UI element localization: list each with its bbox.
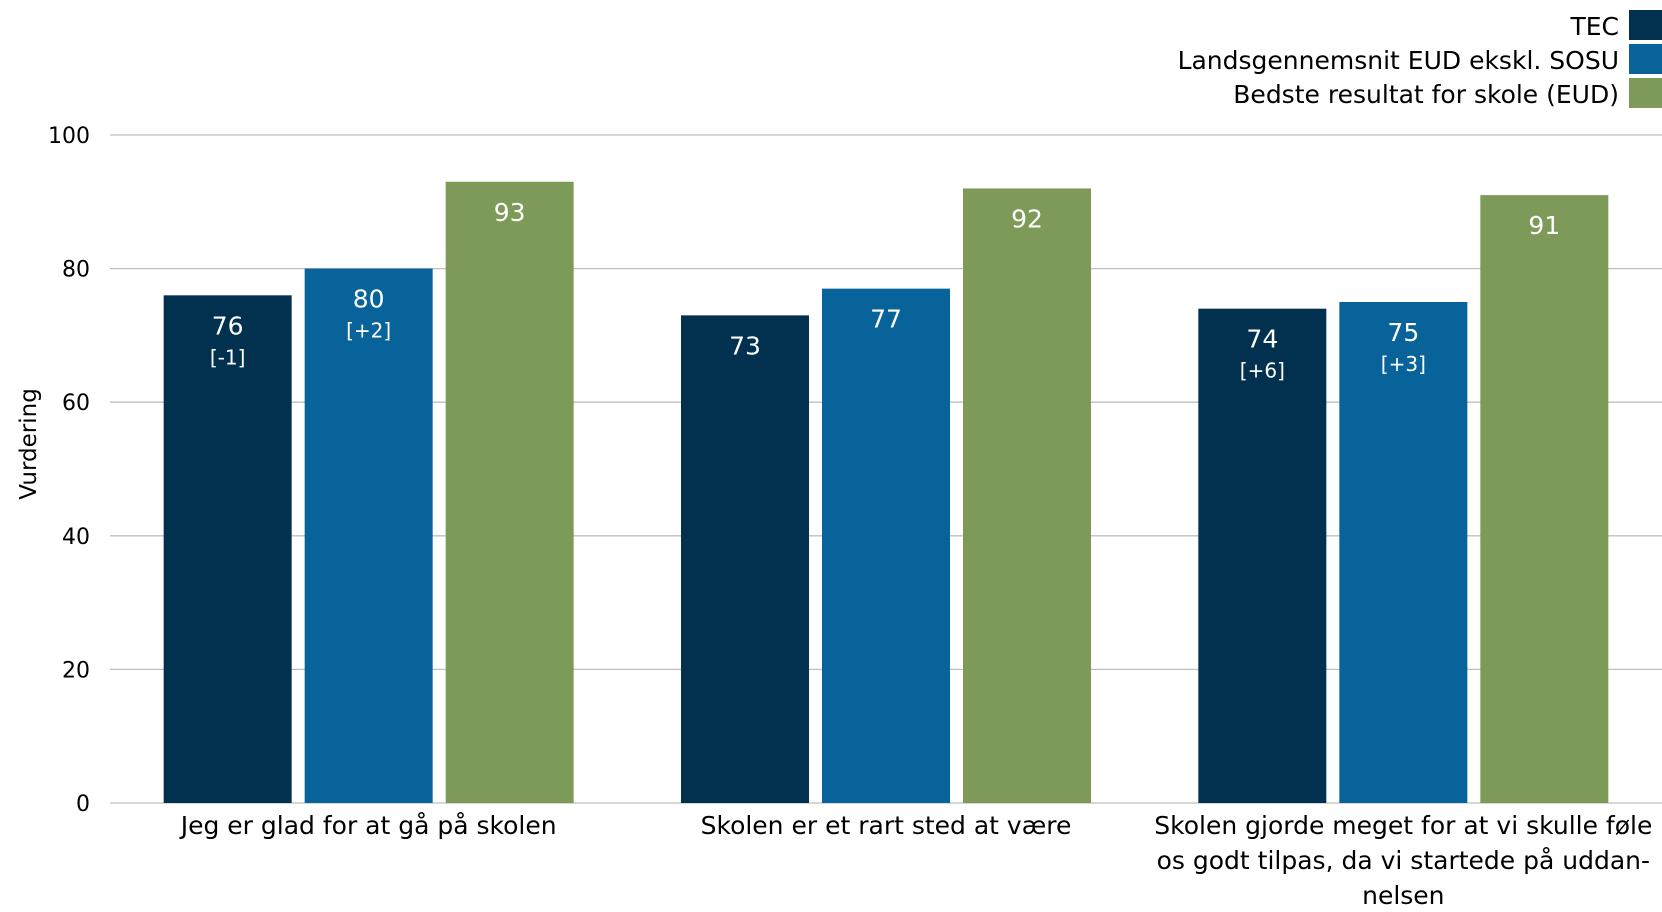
y-axis-title: Vurdering (16, 388, 42, 500)
legend-swatch (1629, 78, 1662, 108)
legend-label: Landsgennemsnit EUD ekskl. SOSU (1178, 46, 1619, 75)
bar-value-label: 73 (729, 331, 761, 360)
bar (963, 188, 1091, 803)
bar-value-label: 75 (1387, 318, 1419, 347)
bar-value-label: 74 (1246, 325, 1278, 354)
bar-value-label: 76 (212, 311, 244, 340)
bar (1198, 308, 1327, 803)
x-category-label: os godt tilpas, da vi startede på uddan- (1157, 846, 1650, 875)
legend: TEC Landsgennemsnit EUD ekskl. SOSU Bedste… (1178, 10, 1662, 109)
bars: 76 [-1] 80 [+2] 93 73 77 92 74 [+6] 75 [+3] 91 (163, 181, 1609, 804)
bar (681, 315, 809, 803)
bar-delta-label: [+6] (1240, 359, 1285, 383)
bar-delta-label: [-1] (210, 345, 246, 369)
legend-swatch (1629, 44, 1662, 74)
x-category-label: Skolen er et rart sted at være (701, 811, 1072, 840)
y-tick-label: 60 (62, 391, 90, 416)
legend-swatch (1629, 10, 1662, 40)
y-tick-label: 40 (62, 525, 90, 550)
x-category-label: Jeg er glad for at gå på skolen (179, 811, 557, 840)
x-axis-category-labels: Jeg er glad for at gå på skolen Skolen er… (179, 811, 1653, 910)
legend-label: Bedste resultat for skole (EUD) (1233, 80, 1619, 109)
bar (445, 181, 574, 803)
bar-value-label: 92 (1011, 204, 1043, 233)
bar (1480, 195, 1609, 803)
y-tick-label: 0 (76, 792, 90, 817)
bar-value-label: 80 (353, 285, 385, 314)
bar (1339, 302, 1468, 803)
y-tick-label: 80 (62, 258, 90, 283)
bar-delta-label: [+2] (346, 319, 391, 343)
bar-value-label: 91 (1528, 211, 1560, 240)
x-category-label: Skolen gjorde meget for at vi skulle føl… (1154, 811, 1652, 840)
legend-label: TEC (1569, 12, 1619, 41)
y-axis-ticks: 0 20 40 60 80 100 (48, 124, 90, 817)
y-tick-label: 100 (48, 124, 90, 149)
bar (304, 268, 433, 804)
bar-value-label: 77 (870, 305, 902, 334)
y-tick-label: 20 (62, 658, 90, 683)
bar-delta-label: [+3] (1381, 352, 1426, 376)
bar-value-label: 93 (494, 198, 526, 227)
x-category-label: nelsen (1362, 881, 1444, 910)
bar (822, 288, 950, 803)
bar (163, 295, 292, 803)
